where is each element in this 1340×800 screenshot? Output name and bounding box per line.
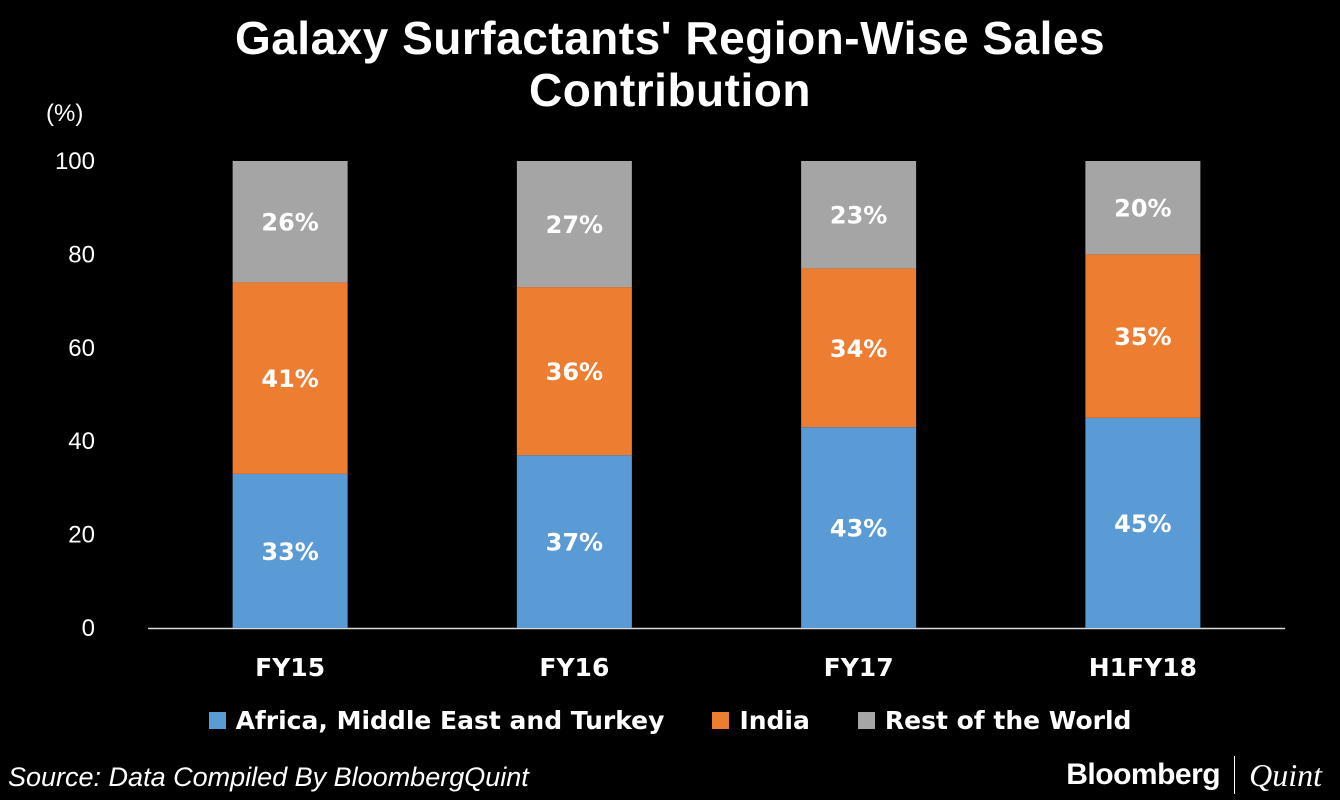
bar-fy17-series-0 bbox=[801, 427, 917, 628]
x-tick-label-fy17: FY17 bbox=[824, 653, 894, 682]
data-label-h1fy18-series-2: 20% bbox=[1114, 195, 1171, 223]
y-tick-label-100: 100 bbox=[55, 148, 95, 175]
stacked-bar-chart: 0 20 40 60 80 100 33% 41% 26% FY15 37% 36% 27% FY16 43… bbox=[55, 148, 1285, 682]
brand-logo: Bloomberg Quint bbox=[1066, 756, 1322, 794]
y-tick-label-60: 60 bbox=[68, 335, 95, 362]
bar-fy16-series-0 bbox=[516, 455, 632, 628]
data-label-fy16-series-0: 37% bbox=[546, 529, 603, 557]
legend-swatch-rest-of-world bbox=[857, 712, 875, 729]
legend-label-africa: Africa, Middle East and Turkey bbox=[235, 706, 665, 735]
y-tick-label-20: 20 bbox=[68, 522, 95, 549]
brand-quint: Quint bbox=[1249, 756, 1322, 793]
bar-fy16-series-2 bbox=[516, 161, 632, 288]
brand-bloomberg: Bloomberg bbox=[1066, 758, 1221, 791]
data-label-h1fy18-series-1: 35% bbox=[1114, 323, 1171, 351]
data-label-h1fy18-series-0: 45% bbox=[1114, 510, 1171, 538]
data-label-fy15-series-0: 33% bbox=[261, 538, 318, 566]
bar-h1fy18-series-1 bbox=[1085, 254, 1201, 418]
bar-h1fy18-series-2 bbox=[1085, 161, 1201, 255]
bar-fy17-series-2 bbox=[801, 161, 917, 269]
y-tick-label-80: 80 bbox=[68, 241, 95, 268]
legend-swatch-india bbox=[712, 712, 730, 729]
bar-fy15-series-0 bbox=[232, 473, 348, 628]
legend-item-rest-of-world: Rest of the World bbox=[857, 706, 1132, 735]
chart-title-line1: Galaxy Surfactants' Region-Wise Sales bbox=[234, 12, 1106, 64]
x-tick-label-fy15: FY15 bbox=[255, 653, 325, 682]
data-label-fy15-series-1: 41% bbox=[261, 365, 318, 393]
legend: Africa, Middle East and Turkey India Res… bbox=[0, 706, 1340, 735]
data-label-fy15-series-2: 26% bbox=[261, 209, 318, 237]
bar-fy16-series-1 bbox=[516, 287, 632, 456]
legend-swatch-africa bbox=[208, 712, 226, 729]
x-tick-label-h1fy18: H1FY18 bbox=[1089, 653, 1197, 682]
y-axis-unit-label: (%) bbox=[46, 100, 84, 127]
data-label-fy17-series-0: 43% bbox=[830, 515, 887, 543]
source-note: Source: Data Compiled By BloombergQuint bbox=[8, 762, 529, 792]
legend-label-rest-of-world: Rest of the World bbox=[884, 706, 1132, 735]
data-label-fy17-series-1: 34% bbox=[830, 335, 887, 363]
bar-fy15-series-1 bbox=[232, 282, 348, 474]
data-label-fy17-series-2: 23% bbox=[830, 202, 887, 230]
data-label-fy16-series-1: 36% bbox=[546, 358, 603, 386]
legend-item-africa: Africa, Middle East and Turkey bbox=[208, 706, 665, 735]
y-tick-label-40: 40 bbox=[68, 428, 95, 455]
chart-title-line2: Contribution bbox=[529, 64, 811, 116]
legend-label-india: India bbox=[739, 706, 810, 735]
data-label-fy16-series-2: 27% bbox=[546, 211, 603, 239]
x-tick-label-fy16: FY16 bbox=[539, 653, 609, 682]
y-tick-label-0: 0 bbox=[82, 615, 95, 642]
chart-title: Galaxy Surfactants' Region-Wise Sales Co… bbox=[0, 12, 1340, 116]
legend-item-india: India bbox=[712, 706, 810, 735]
brand-divider bbox=[1234, 756, 1236, 794]
bar-fy17-series-1 bbox=[801, 268, 917, 428]
bar-fy15-series-2 bbox=[232, 161, 348, 283]
bar-h1fy18-series-0 bbox=[1085, 417, 1201, 628]
